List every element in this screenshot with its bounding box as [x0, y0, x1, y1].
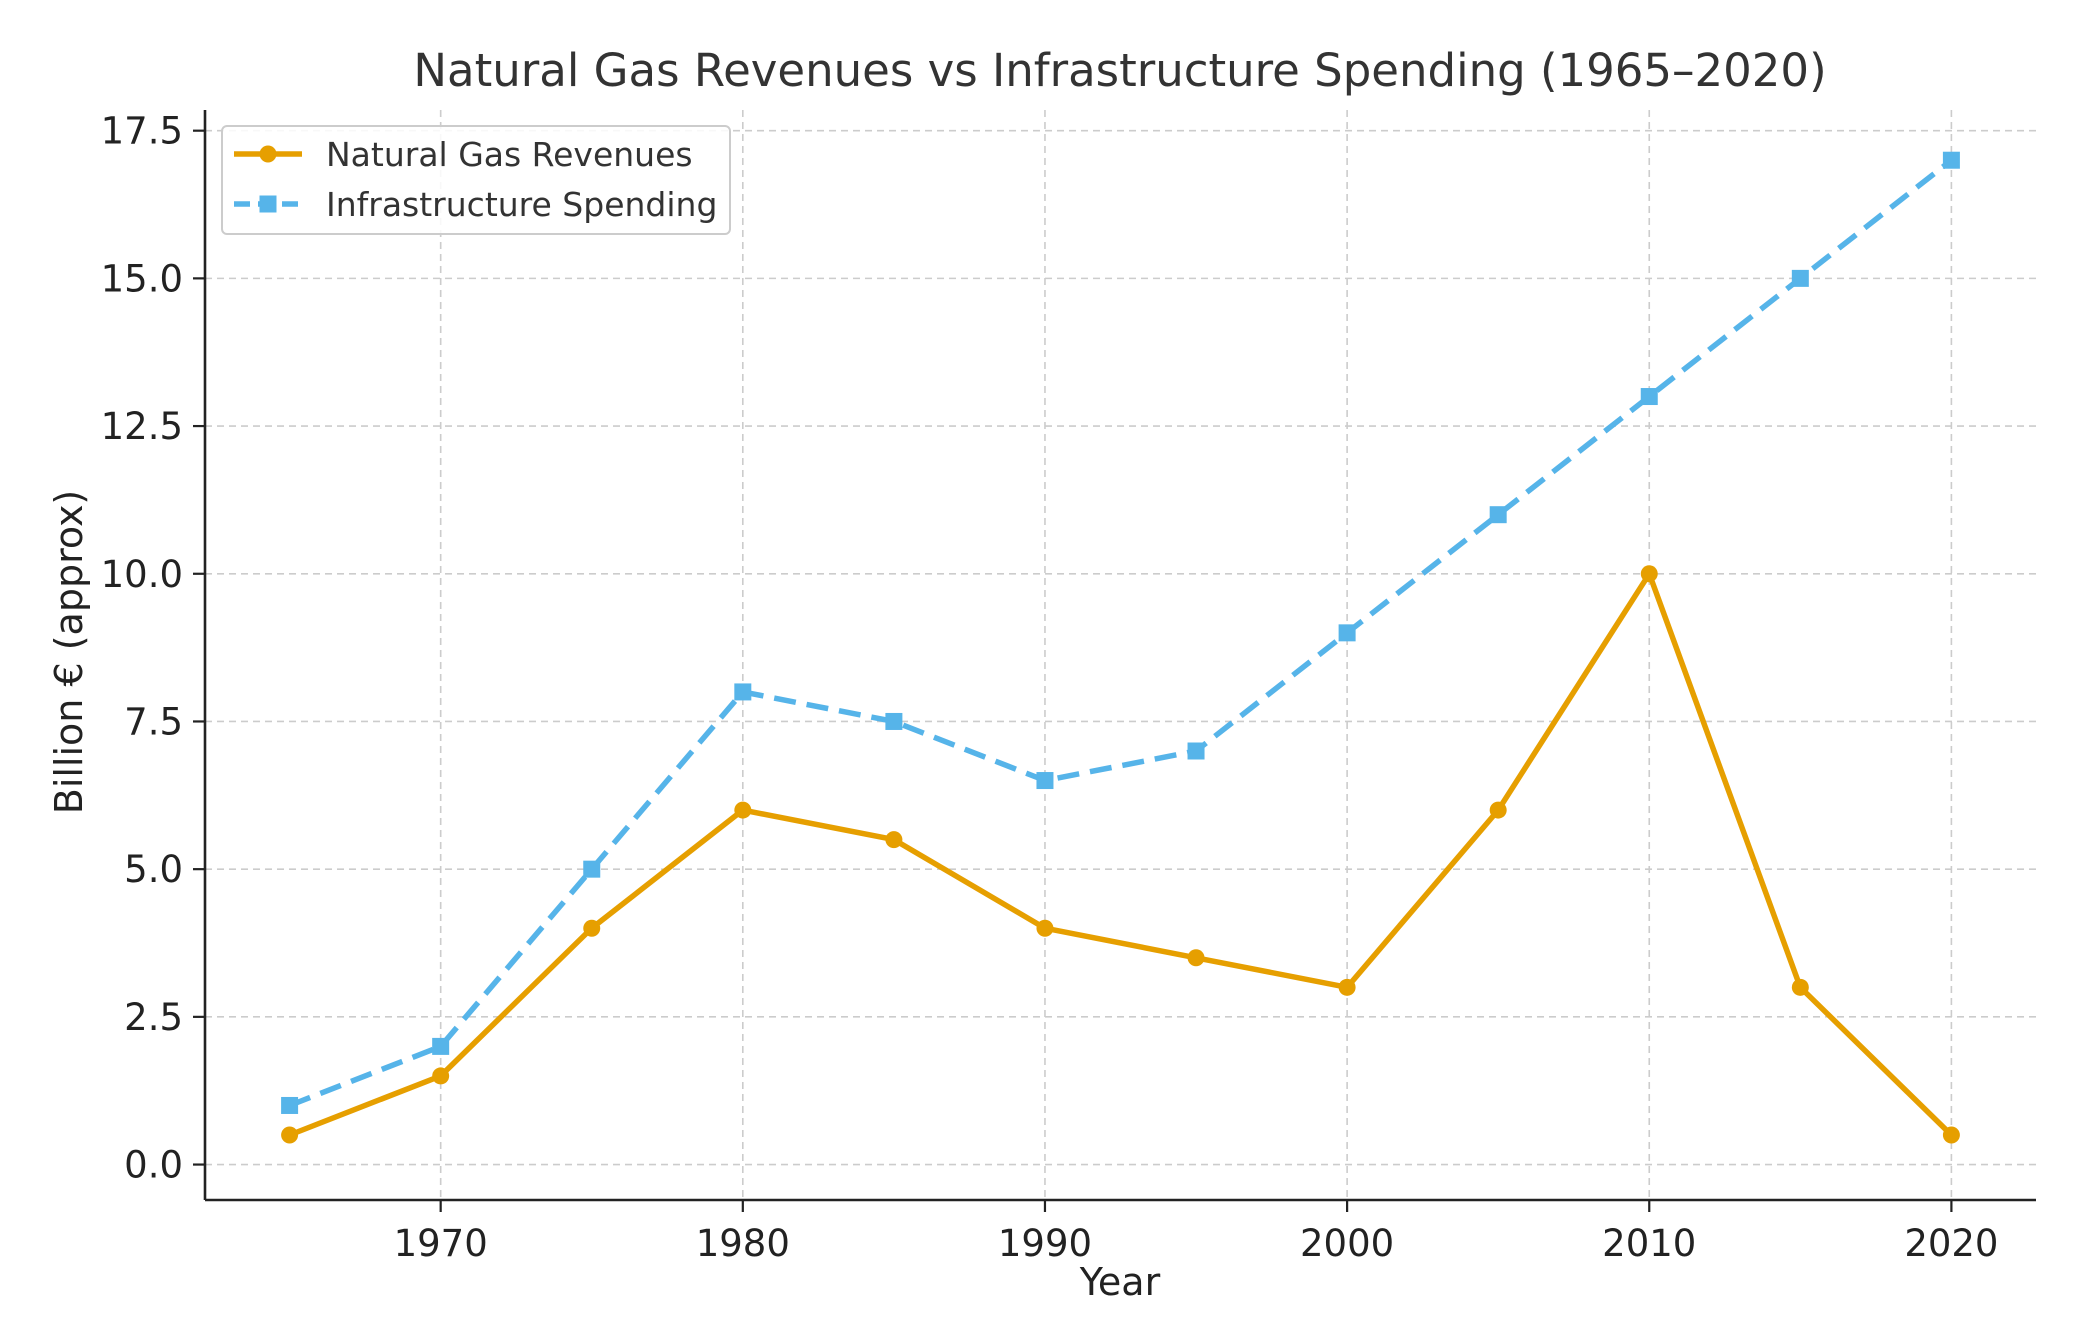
axes-layer: 1970 1980 1990 2000 2010 2020 0.0 2.5 5.0 7.5 10.0… — [101, 110, 2036, 1265]
y-tick-label: 0.0 — [124, 1144, 183, 1187]
series-line — [288, 571, 1954, 1138]
x-tick-label: 2020 — [1904, 1222, 1998, 1265]
data-point — [885, 831, 903, 849]
data-point — [734, 683, 752, 701]
y-tick-label: 7.5 — [124, 700, 183, 743]
data-point — [1489, 801, 1507, 819]
legend-swatch-marker — [259, 145, 277, 163]
data-point — [1036, 772, 1054, 790]
legend-item: Infrastructure Spending — [234, 185, 717, 224]
data-point — [1338, 624, 1356, 642]
data-point — [885, 712, 903, 730]
data-point — [1640, 388, 1658, 406]
data-point — [583, 860, 601, 878]
data-point — [1942, 151, 1960, 169]
x-tick-label: 1980 — [696, 1222, 790, 1265]
data-point — [1489, 506, 1507, 524]
series-line — [288, 158, 1954, 1109]
x-tick-label: 2000 — [1300, 1222, 1394, 1265]
legend-label: Natural Gas Revenues — [326, 135, 693, 174]
y-tick-label: 12.5 — [101, 405, 183, 448]
data-point — [1640, 565, 1658, 583]
data-point — [1187, 949, 1205, 967]
data-point — [734, 801, 752, 819]
y-tick-label: 15.0 — [101, 257, 183, 300]
data-point — [432, 1067, 450, 1085]
legend: Natural Gas Revenues Infrastructure Spend… — [221, 125, 731, 235]
data-point — [281, 1126, 299, 1144]
legend-label: Infrastructure Spending — [326, 185, 717, 224]
chart-title: Natural Gas Revenues vs Infrastructure S… — [413, 44, 1826, 97]
data-point — [583, 919, 601, 937]
legend-item: Natural Gas Revenues — [234, 135, 693, 174]
y-axis-label: Billion € (approx) — [47, 490, 91, 815]
data-point — [1187, 742, 1205, 760]
y-tick-label: 10.0 — [101, 553, 183, 596]
data-point — [432, 1037, 450, 1055]
series-1 — [281, 565, 1960, 1144]
data-point — [1791, 269, 1809, 287]
x-tick-label: 1990 — [998, 1222, 1092, 1265]
data-point — [1942, 1126, 1960, 1144]
x-tick-label: 1970 — [394, 1222, 488, 1265]
x-tick-label: 2010 — [1602, 1222, 1696, 1265]
data-point — [1338, 978, 1356, 996]
y-tick-label: 5.0 — [124, 848, 183, 891]
data-point — [1036, 919, 1054, 937]
y-tick-label: 17.5 — [101, 110, 183, 153]
legend-box — [221, 125, 731, 235]
data-point — [1791, 978, 1809, 996]
y-tick-label: 2.5 — [124, 996, 183, 1039]
data-point — [281, 1096, 299, 1114]
series-layer — [281, 151, 1960, 1144]
legend-swatch-marker — [259, 195, 277, 213]
series-2 — [281, 151, 1960, 1114]
x-axis-label: Year — [1079, 1260, 1161, 1304]
